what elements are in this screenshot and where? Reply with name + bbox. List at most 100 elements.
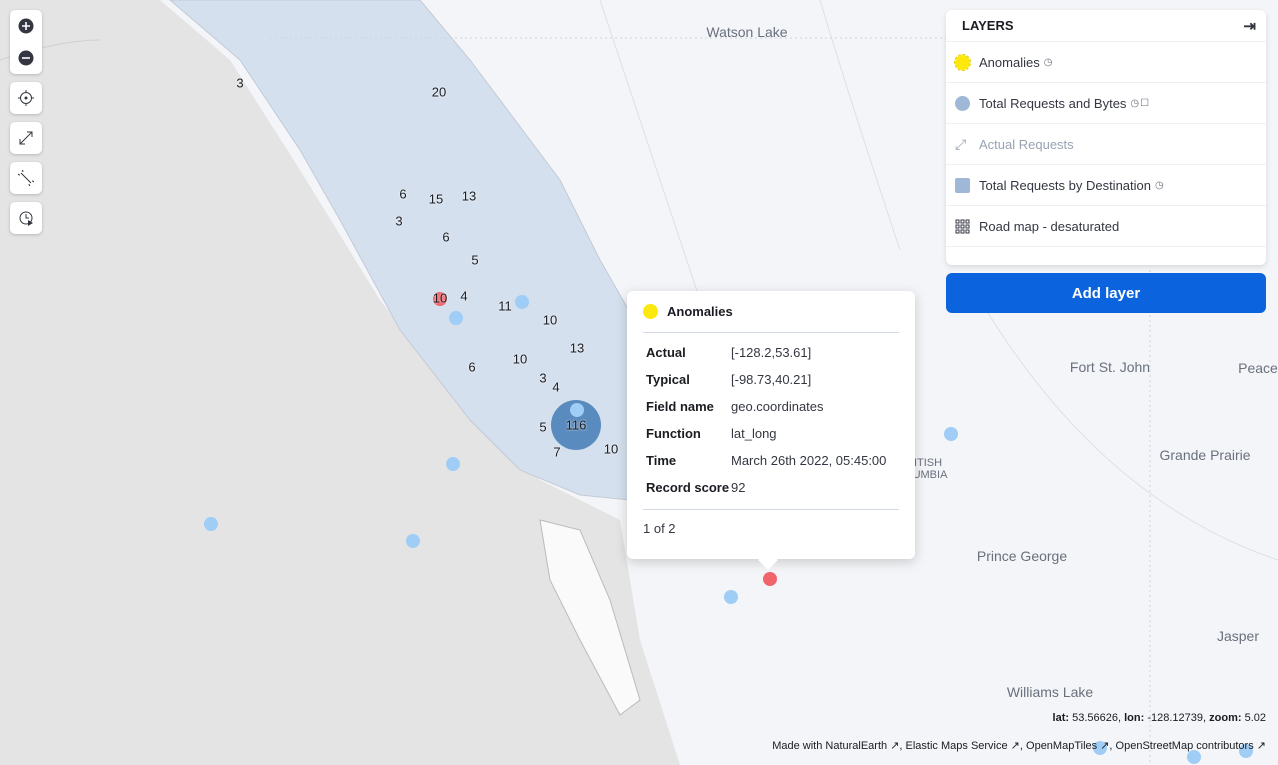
request-point[interactable] bbox=[1239, 744, 1253, 758]
request-point[interactable] bbox=[1187, 750, 1201, 764]
attribution-link[interactable]: OpenMapTiles bbox=[1026, 740, 1098, 752]
property-name: Time bbox=[646, 453, 677, 468]
layer-road-map[interactable]: Road map - desaturated bbox=[946, 206, 1266, 247]
island bbox=[539, 519, 641, 716]
zoom-in-button[interactable] bbox=[10, 10, 42, 42]
tooltip-title: Anomalies bbox=[667, 304, 733, 319]
layer-anomalies[interactable]: Anomalies ◷ bbox=[946, 42, 1266, 83]
request-point[interactable] bbox=[204, 517, 218, 531]
place-label: Williams Lake bbox=[1006, 684, 1094, 700]
cluster-count-label[interactable]: 10 bbox=[542, 312, 558, 328]
layer-label: Actual Requests bbox=[979, 136, 1074, 152]
place-label: ITISH bbox=[913, 457, 943, 469]
collapse-panel-icon[interactable]: ⇥ bbox=[1243, 17, 1256, 35]
property-name: Actual bbox=[646, 345, 686, 360]
attribution: Made with NaturalEarth ↗, Elastic Maps S… bbox=[772, 740, 1266, 752]
request-point[interactable] bbox=[446, 457, 460, 471]
clock-icon: ◷ bbox=[1130, 97, 1140, 109]
timeslider-button[interactable] bbox=[10, 202, 42, 234]
request-point[interactable] bbox=[515, 295, 529, 309]
clock-icon: ◷ bbox=[1154, 179, 1164, 191]
clock-play-icon bbox=[19, 211, 33, 226]
layer-label: Total Requests by Destination bbox=[979, 177, 1151, 193]
layer-total-requests-and-bytes[interactable]: Total Requests and Bytes ◷ ☐ bbox=[946, 83, 1266, 124]
tooltip-row: Field name geo.coordinates bbox=[646, 393, 899, 420]
tooltip-row: Time March 26th 2022, 05:45:00 bbox=[646, 447, 899, 474]
set-view-button[interactable] bbox=[10, 82, 42, 114]
layers-title: LAYERS bbox=[962, 18, 1014, 33]
crosshair-icon bbox=[18, 90, 34, 106]
fit-data-control bbox=[10, 122, 42, 154]
cluster-count-label[interactable]: 6 bbox=[442, 229, 450, 245]
request-point[interactable] bbox=[1093, 741, 1107, 755]
feature-tooltip: Anomalies Actual [-128.2,53.61] Typical [-9… bbox=[627, 291, 915, 559]
place-label: UMBIA bbox=[912, 469, 948, 481]
request-point[interactable] bbox=[406, 534, 420, 548]
cluster-circle[interactable] bbox=[551, 400, 601, 450]
cluster-count-label[interactable]: 20 bbox=[431, 84, 447, 100]
place-label: Grande Prairie bbox=[1159, 447, 1251, 463]
cluster-count-label[interactable]: 6 bbox=[468, 359, 476, 375]
cluster-count-label[interactable]: 10 bbox=[512, 351, 528, 367]
anomaly-point[interactable] bbox=[763, 572, 777, 586]
tooltip-properties: Actual [-128.2,53.61] Typical [-98.73,40.21… bbox=[643, 333, 899, 510]
property-value: [-128.2,53.61] bbox=[731, 345, 812, 360]
attribution-link[interactable]: OpenStreetMap contributors bbox=[1115, 740, 1254, 752]
filter-icon: ☐ bbox=[1140, 97, 1150, 109]
expand-icon bbox=[19, 131, 33, 145]
layer-total-requests-by-destination[interactable]: Total Requests by Destination ◷ bbox=[946, 165, 1266, 206]
circle-swatch-icon bbox=[955, 95, 970, 111]
anomaly-dot-icon bbox=[643, 304, 658, 319]
attribution-link[interactable]: Made with NaturalEarth bbox=[772, 740, 888, 752]
cluster-count-label[interactable]: 5 bbox=[471, 252, 479, 268]
property-value: geo.coordinates bbox=[731, 399, 824, 414]
grid-icon bbox=[955, 219, 970, 233]
cluster-count-label[interactable]: 10 bbox=[603, 441, 619, 457]
place-label: Fort St. John bbox=[1069, 359, 1151, 375]
fit-to-data-button[interactable] bbox=[10, 122, 42, 154]
place-label: Jasper bbox=[1216, 628, 1260, 644]
cluster-count-label[interactable]: 10 bbox=[432, 290, 448, 306]
request-point[interactable] bbox=[570, 403, 584, 417]
square-swatch-icon bbox=[955, 177, 970, 193]
cluster-count-label[interactable]: 5 bbox=[539, 419, 547, 435]
timeslider-control bbox=[10, 202, 42, 234]
cluster-count-label[interactable]: 116 bbox=[565, 417, 587, 433]
request-point[interactable] bbox=[944, 427, 958, 441]
region-polygon bbox=[169, 0, 641, 501]
property-value: 92 bbox=[731, 480, 746, 495]
layer-actual-requests[interactable]: ⤢ Actual Requests bbox=[946, 124, 1266, 165]
clock-icon: ◷ bbox=[1043, 56, 1053, 68]
zoom-controls bbox=[10, 10, 42, 74]
property-name: Record score bbox=[646, 480, 730, 495]
property-name: Function bbox=[646, 426, 701, 441]
cluster-count-label[interactable]: 3 bbox=[236, 75, 244, 91]
anomaly-point[interactable] bbox=[433, 292, 447, 306]
cluster-count-label[interactable]: 4 bbox=[552, 379, 560, 395]
draw-tool-button[interactable] bbox=[10, 162, 42, 194]
cluster-count-label[interactable]: 13 bbox=[569, 340, 585, 356]
request-point[interactable] bbox=[724, 590, 738, 604]
cluster-count-label[interactable]: 13 bbox=[461, 188, 477, 204]
property-value: [-98.73,40.21] bbox=[731, 372, 812, 387]
place-label: Peace bbox=[1238, 360, 1278, 376]
cluster-count-label[interactable]: 7 bbox=[553, 444, 561, 460]
cluster-count-label[interactable]: 15 bbox=[428, 191, 444, 207]
plus-icon bbox=[18, 18, 34, 34]
tooltip-row: Record score 92 bbox=[646, 474, 899, 501]
cluster-count-label[interactable]: 11 bbox=[498, 298, 512, 314]
cluster-count-label[interactable]: 6 bbox=[399, 186, 407, 202]
mouse-coordinates: lat: 53.56626, lon: -128.12739, zoom: 5.… bbox=[1052, 712, 1266, 724]
cluster-count-label[interactable]: 3 bbox=[539, 370, 547, 386]
minus-icon bbox=[18, 50, 34, 66]
cluster-count-label[interactable]: 4 bbox=[460, 288, 468, 304]
add-layer-button[interactable]: Add layer bbox=[946, 273, 1266, 313]
zoom-out-button[interactable] bbox=[10, 42, 42, 74]
circle-swatch-icon bbox=[954, 53, 971, 71]
tooltip-row: Typical [-98.73,40.21] bbox=[646, 366, 899, 393]
attribution-link[interactable]: Elastic Maps Service bbox=[905, 740, 1008, 752]
draw-control bbox=[10, 162, 42, 194]
request-point[interactable] bbox=[449, 311, 463, 325]
line-swatch-icon: ⤢ bbox=[955, 135, 967, 152]
cluster-count-label[interactable]: 3 bbox=[395, 213, 403, 229]
